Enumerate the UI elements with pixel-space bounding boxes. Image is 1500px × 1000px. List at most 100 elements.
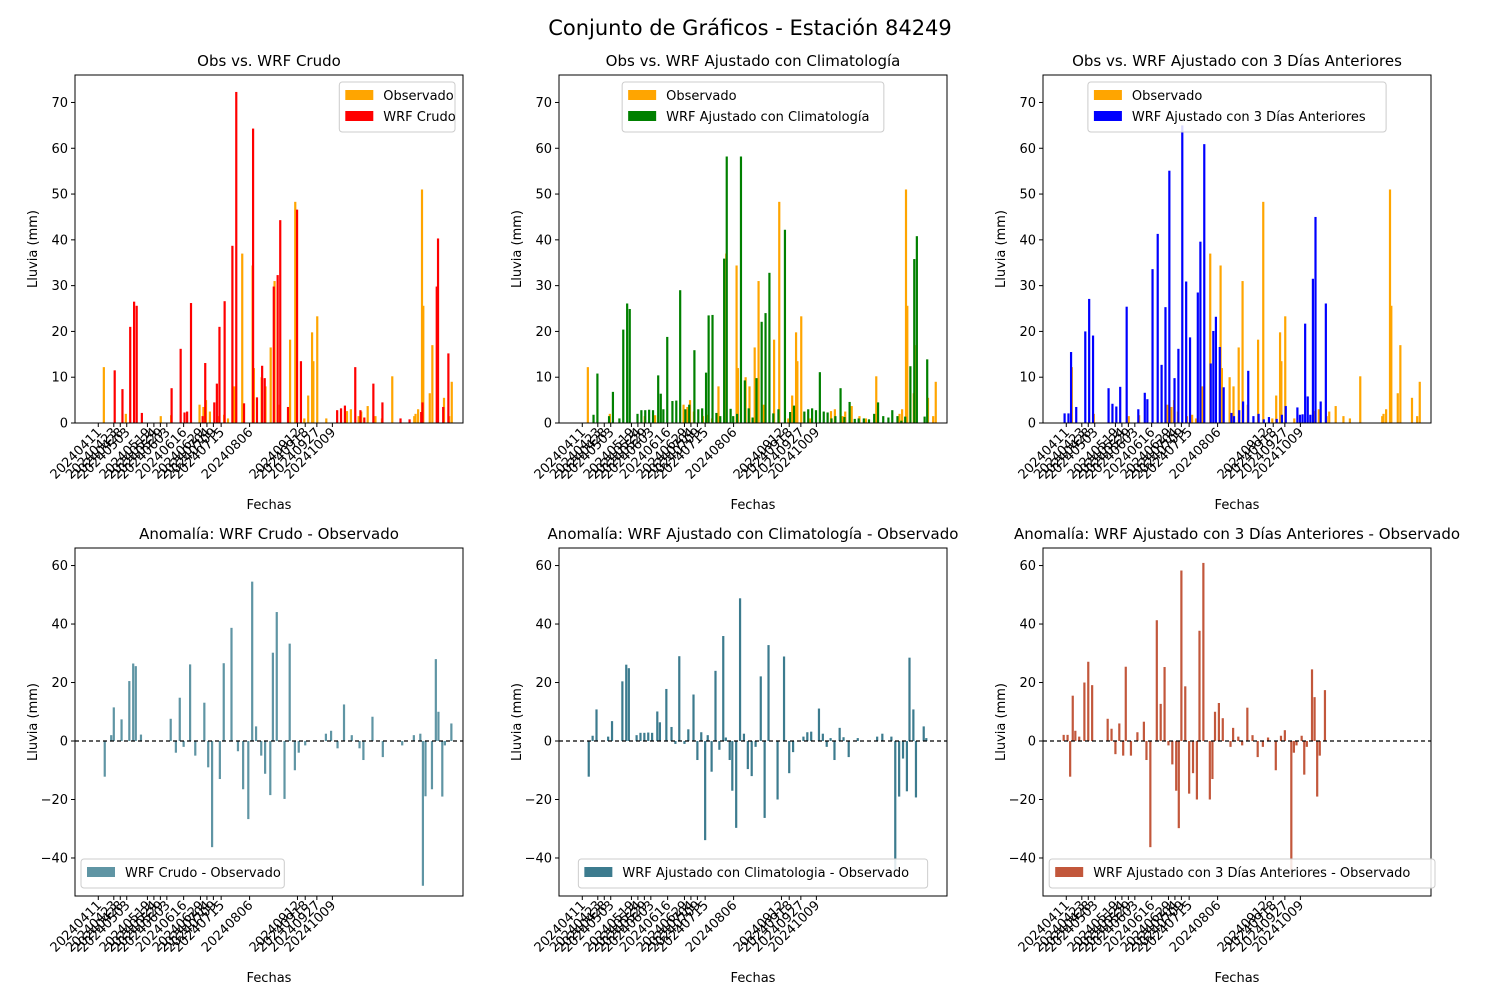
bar bbox=[1171, 741, 1174, 765]
bar bbox=[747, 408, 750, 423]
bar bbox=[1241, 281, 1244, 423]
bar bbox=[1232, 416, 1236, 423]
legend: Observado WRF Ajustado con 3 Días Anterio… bbox=[1087, 81, 1387, 133]
bar bbox=[671, 401, 674, 423]
legend: WRF Ajustado con Climatologia - Observad… bbox=[577, 858, 929, 889]
y-axis-label: Lluvia (mm) bbox=[994, 210, 1009, 288]
bar bbox=[760, 321, 763, 423]
legend-box bbox=[80, 858, 285, 889]
bar bbox=[792, 405, 796, 423]
x-axis-label: Fechas bbox=[731, 971, 776, 986]
y-tick-label: 0 bbox=[1028, 417, 1036, 432]
bar bbox=[772, 413, 775, 423]
bar bbox=[241, 253, 244, 423]
bar bbox=[424, 741, 427, 797]
bar bbox=[751, 417, 754, 423]
y-tick-label: 40 bbox=[1019, 618, 1036, 633]
bar bbox=[1203, 144, 1206, 424]
bar bbox=[132, 663, 135, 742]
bar bbox=[1213, 711, 1217, 742]
bar bbox=[611, 391, 615, 423]
bar bbox=[772, 339, 776, 423]
y-tick-label: 10 bbox=[1019, 371, 1036, 386]
bar bbox=[1317, 409, 1320, 423]
bar bbox=[762, 404, 765, 423]
bar bbox=[1114, 741, 1117, 755]
legend-swatch bbox=[345, 111, 374, 121]
bar bbox=[738, 598, 742, 742]
bar bbox=[1237, 347, 1240, 423]
bar bbox=[310, 332, 314, 423]
x-axis-label: Fechas bbox=[1215, 971, 1260, 986]
bar bbox=[276, 275, 279, 423]
bar bbox=[1063, 413, 1066, 423]
bar bbox=[202, 406, 205, 423]
bar bbox=[1199, 241, 1202, 423]
x-axis-label: Fechas bbox=[247, 498, 292, 513]
bar bbox=[686, 406, 689, 423]
bar bbox=[822, 411, 825, 423]
bar bbox=[1319, 401, 1322, 423]
bar bbox=[271, 652, 274, 742]
y-tick-label: 60 bbox=[1019, 142, 1036, 157]
bar bbox=[1188, 337, 1192, 423]
bar bbox=[133, 301, 136, 423]
bar bbox=[201, 416, 204, 423]
bar bbox=[622, 329, 625, 423]
bar bbox=[414, 413, 417, 423]
bar bbox=[391, 376, 394, 423]
bar bbox=[1241, 401, 1245, 423]
bars bbox=[587, 598, 928, 872]
bar bbox=[381, 741, 384, 758]
bar bbox=[1180, 570, 1183, 742]
bar bbox=[255, 397, 259, 423]
bar bbox=[1296, 407, 1299, 423]
bar bbox=[683, 741, 686, 744]
bar bbox=[1066, 734, 1069, 742]
bar bbox=[735, 413, 739, 423]
bar bbox=[1185, 281, 1188, 423]
bar bbox=[283, 741, 286, 799]
bar bbox=[1324, 303, 1327, 423]
bar bbox=[684, 409, 687, 423]
bar bbox=[204, 363, 207, 423]
bar bbox=[1069, 352, 1073, 423]
y-tick-label: 0 bbox=[60, 417, 68, 432]
bar bbox=[412, 735, 415, 742]
legend: Observado WRF Ajustado con Climatología bbox=[621, 81, 885, 133]
bar bbox=[711, 314, 714, 423]
bar bbox=[443, 741, 446, 746]
bar bbox=[1209, 363, 1212, 423]
bar bbox=[759, 676, 762, 742]
bar bbox=[651, 732, 654, 742]
bar bbox=[625, 664, 628, 742]
bar bbox=[1191, 741, 1195, 774]
subplot-6: Anomalía: WRF Ajustado con 3 Días Anteri… bbox=[994, 525, 1460, 986]
legend-label: Observado bbox=[1132, 89, 1203, 104]
bar bbox=[223, 301, 226, 423]
legend-swatch bbox=[345, 90, 374, 100]
bar bbox=[725, 156, 728, 424]
legend-swatch bbox=[584, 867, 613, 877]
bar bbox=[796, 361, 799, 423]
bar bbox=[666, 336, 669, 423]
bar bbox=[170, 388, 173, 423]
bar bbox=[714, 670, 717, 742]
bar bbox=[1309, 414, 1312, 423]
y-tick-label: 60 bbox=[51, 142, 68, 157]
bar bbox=[339, 408, 343, 423]
bar bbox=[1137, 409, 1140, 423]
bar bbox=[1418, 381, 1421, 423]
bar bbox=[867, 419, 871, 423]
bar bbox=[1278, 332, 1282, 423]
bar bbox=[362, 741, 365, 761]
bar bbox=[783, 229, 787, 423]
bar bbox=[1252, 416, 1255, 423]
bar bbox=[715, 412, 718, 423]
bar bbox=[169, 718, 172, 742]
chart-title: Anomalía: WRF Crudo - Observado bbox=[139, 525, 399, 543]
bar bbox=[182, 741, 185, 747]
chart-title: Anomalía: WRF Ajustado con 3 Días Anteri… bbox=[1014, 525, 1460, 543]
bar bbox=[934, 381, 937, 423]
bar bbox=[110, 735, 113, 742]
